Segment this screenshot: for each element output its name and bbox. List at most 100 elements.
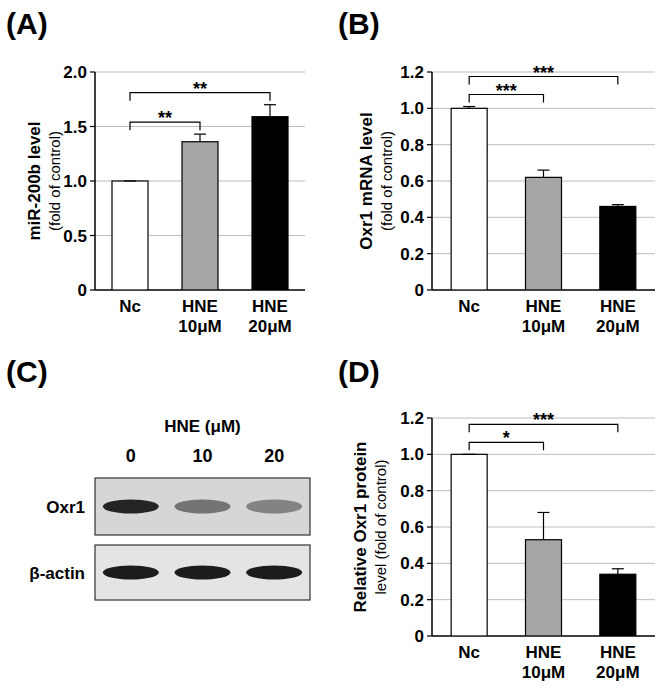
category-line: 10μM [522, 663, 565, 682]
axis-label: level (fold of control) [372, 459, 389, 594]
category-line: HNE [526, 297, 562, 316]
significance-text: *** [533, 63, 554, 83]
panel: (C) HNE (μM) 0 10 20 Oxr1 β-actin [6, 355, 310, 600]
category-label: HNE10μM [522, 643, 565, 682]
category-line: Nc [119, 297, 141, 316]
axis-label: miR-200b level [25, 121, 44, 240]
error-cap [194, 134, 206, 135]
significance-text: ** [193, 79, 207, 99]
category-line: HNE [182, 297, 218, 316]
category-line: HNE [600, 297, 636, 316]
error-cap [538, 512, 550, 513]
panel: (D)00.20.40.60.81.01.2Relative Oxr1 prot… [338, 355, 655, 682]
blot-frame [95, 545, 310, 600]
bar [182, 142, 218, 290]
significance-text: * [503, 428, 510, 448]
tick-label: 0.2 [400, 245, 424, 264]
category-line: HNE [600, 643, 636, 662]
error-stem [269, 105, 270, 117]
category-line: 10μM [178, 317, 221, 336]
marks [112, 105, 288, 290]
error-stem [617, 569, 618, 574]
category-label: Nc [458, 643, 480, 662]
row-label: Oxr1 [46, 498, 85, 517]
band [175, 566, 231, 580]
significance-text: ** [158, 108, 172, 128]
error-stem [543, 170, 544, 177]
error-bar [194, 134, 206, 142]
panel-label: (B) [338, 7, 380, 40]
error-stem [199, 134, 200, 142]
tick-label: 0.6 [400, 518, 424, 537]
blot-header: HNE (μM) [164, 417, 241, 436]
error-bar [124, 181, 136, 182]
category-line: HNE [526, 643, 562, 662]
error-cap [264, 104, 276, 105]
tick-label: 1.2 [400, 409, 424, 428]
category-label: HNE20μM [596, 297, 639, 336]
blot-frame [95, 478, 310, 535]
grid-line [95, 72, 305, 73]
category-label: Nc [458, 297, 480, 316]
tick-label: 1.0 [63, 172, 87, 191]
category-line: HNE [252, 297, 288, 316]
error-cap [463, 106, 475, 107]
axis-label: Relative Oxr1 protein [351, 441, 370, 612]
category-label: HNE20μM [596, 643, 639, 682]
tick-label: 1.5 [63, 118, 87, 137]
tick-label: 0.8 [400, 136, 424, 155]
lane-label: 10 [192, 446, 212, 466]
category-label: HNE20μM [248, 297, 291, 336]
significance-bracket: *** [469, 63, 618, 85]
grid-line [432, 454, 655, 455]
category-line: 10μM [522, 317, 565, 336]
figure: (A)00.51.01.52.0miR-200b level(fold of c… [0, 0, 664, 689]
panel-label: (D) [338, 355, 380, 388]
error-cap [612, 568, 624, 569]
significance-bracket: *** [469, 410, 618, 432]
significance-bracket: ** [130, 79, 270, 101]
row-label: β-actin [29, 564, 85, 583]
significance-bracket: * [469, 428, 543, 450]
tick-label: 1.0 [400, 99, 424, 118]
lane-label: 20 [264, 446, 284, 466]
tick-label: 0.5 [63, 227, 87, 246]
category-line: 20μM [248, 317, 291, 336]
significance-text: *** [496, 81, 517, 101]
category-line: Nc [458, 297, 480, 316]
marks [451, 107, 636, 290]
error-stem [543, 512, 544, 539]
tick-label: 0.2 [400, 591, 424, 610]
significance-bracket: ** [130, 108, 200, 130]
category-label: HNE10μM [178, 297, 221, 336]
error-cap [612, 204, 624, 205]
band [175, 500, 231, 514]
tick-label: 0 [415, 281, 424, 300]
category-line: 20μM [596, 317, 639, 336]
error-bar [264, 105, 276, 117]
category-line: Nc [458, 643, 480, 662]
bar [112, 181, 148, 290]
axis-label: (fold of control) [46, 131, 63, 231]
bar [600, 206, 636, 290]
tick-label: 0.8 [400, 482, 424, 501]
lane-label: 0 [126, 446, 136, 466]
category-label: Nc [119, 297, 141, 316]
band [246, 566, 302, 580]
tick-label: 1.2 [400, 63, 424, 82]
bar [451, 108, 487, 290]
axis-label: (fold of control) [378, 131, 395, 231]
error-bar [538, 512, 550, 539]
error-bar [612, 205, 624, 207]
band [103, 566, 159, 580]
y-axis [431, 72, 433, 290]
panel: (B)00.20.40.60.81.01.2Oxr1 mRNA level(fo… [338, 7, 655, 336]
tick-label: 0 [78, 281, 87, 300]
y-axis [431, 418, 433, 636]
tick-label: 0 [415, 627, 424, 646]
y-axis [94, 72, 96, 290]
significance-bracket: *** [469, 81, 543, 103]
error-bar [538, 170, 550, 177]
bar [451, 454, 487, 636]
panel-label: (C) [6, 355, 48, 388]
